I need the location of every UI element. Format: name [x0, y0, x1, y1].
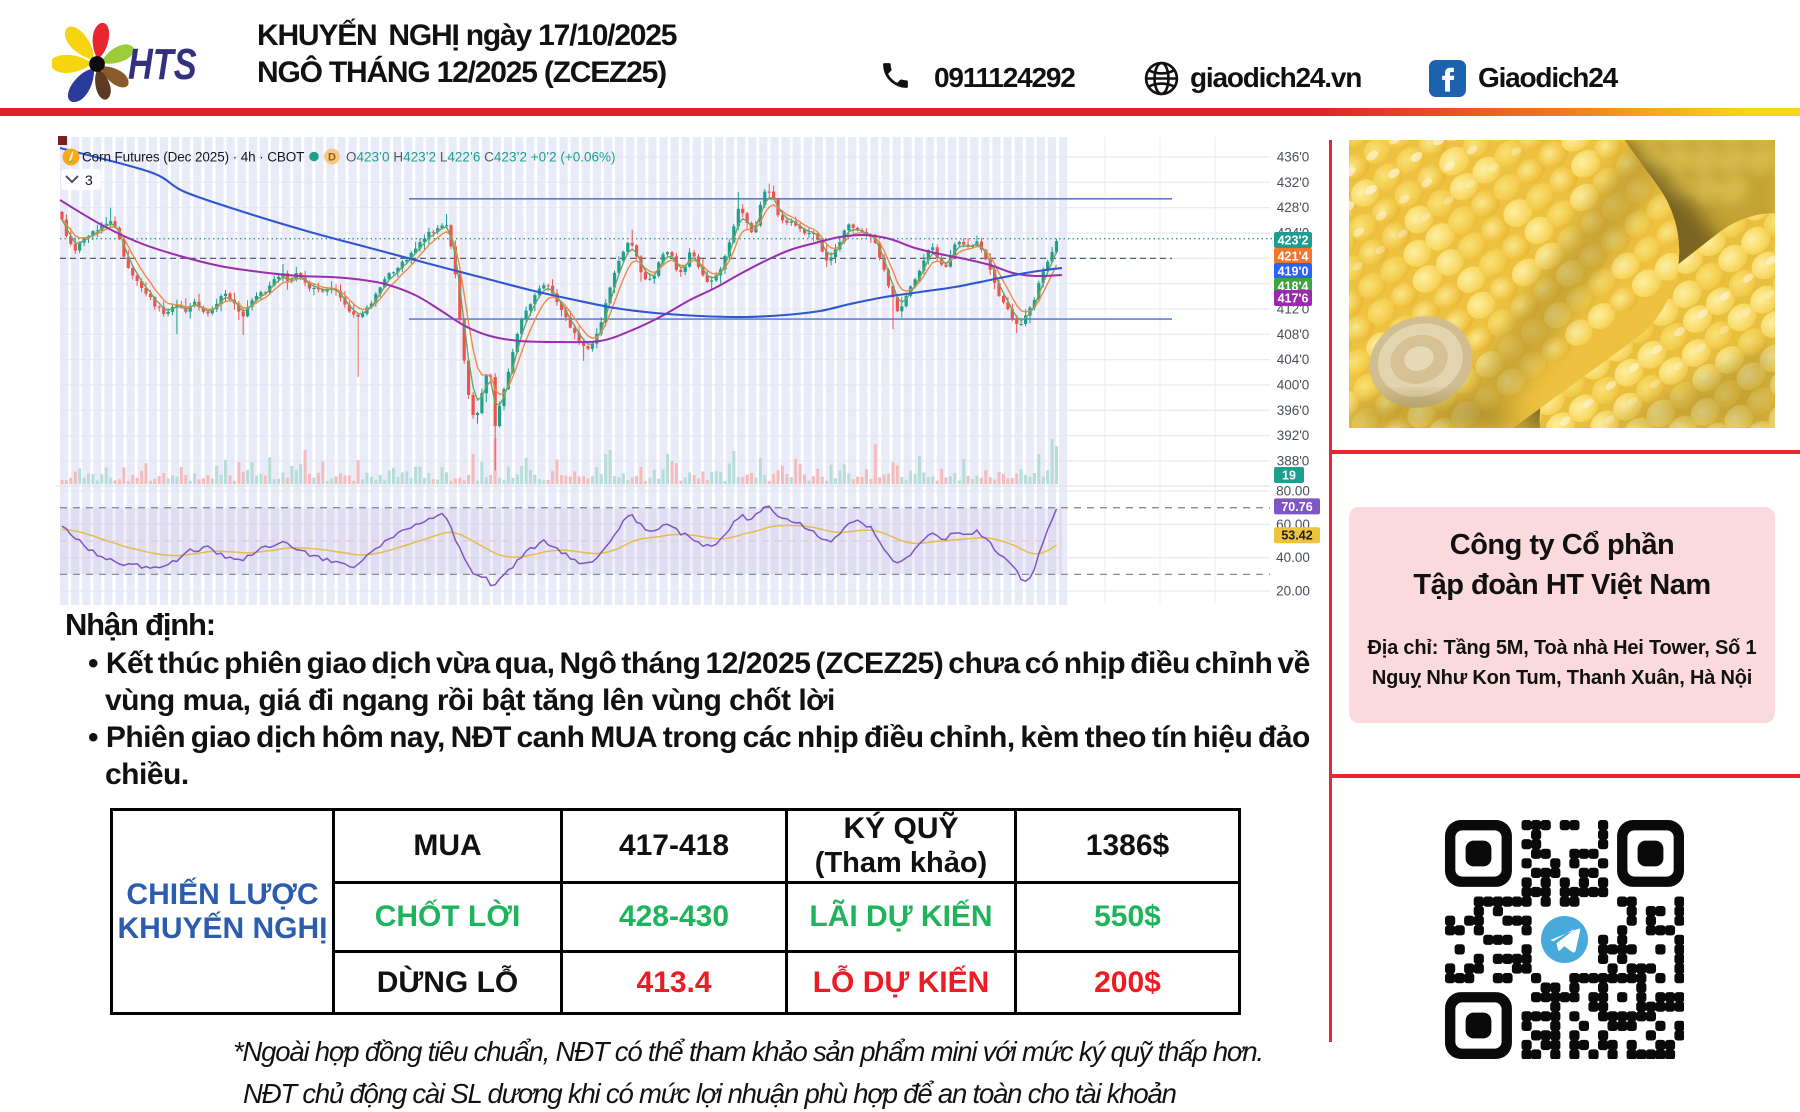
svg-text:3: 3 — [85, 172, 93, 188]
svg-text:417'6: 417'6 — [1278, 291, 1309, 305]
svg-text:D: D — [328, 152, 336, 164]
svg-text:53.42: 53.42 — [1281, 529, 1312, 543]
svg-text:O423’0 H423’2 L422’6 C423’2 +0: O423’0 H423’2 L422’6 C423’2 +0’2 (+0.06%… — [346, 150, 616, 165]
svg-text:418'4: 418'4 — [1278, 279, 1309, 293]
svg-text:432'0: 432'0 — [1277, 175, 1310, 190]
svg-text:40.00: 40.00 — [1276, 550, 1310, 565]
svg-text:392'0: 392'0 — [1277, 428, 1310, 443]
svg-text:421'4: 421'4 — [1278, 249, 1309, 263]
svg-text:408'0: 408'0 — [1277, 327, 1310, 342]
svg-text:80.00: 80.00 — [1276, 484, 1310, 499]
svg-text:70.76: 70.76 — [1281, 500, 1312, 514]
svg-text:20.00: 20.00 — [1276, 584, 1310, 599]
svg-text:428'0: 428'0 — [1277, 200, 1310, 215]
svg-text:419'0: 419'0 — [1278, 264, 1309, 278]
svg-text:19: 19 — [1282, 468, 1296, 482]
svg-text:404'0: 404'0 — [1277, 352, 1310, 367]
svg-text:388'0: 388'0 — [1277, 454, 1310, 469]
svg-text:Corn Futures (Dec 2025) · 4h ·: Corn Futures (Dec 2025) · 4h · CBOT — [82, 150, 304, 165]
svg-text:396'0: 396'0 — [1277, 403, 1310, 418]
svg-text:423'2: 423'2 — [1278, 233, 1309, 247]
svg-text:400'0: 400'0 — [1277, 378, 1310, 393]
svg-text:436'0: 436'0 — [1277, 150, 1310, 165]
